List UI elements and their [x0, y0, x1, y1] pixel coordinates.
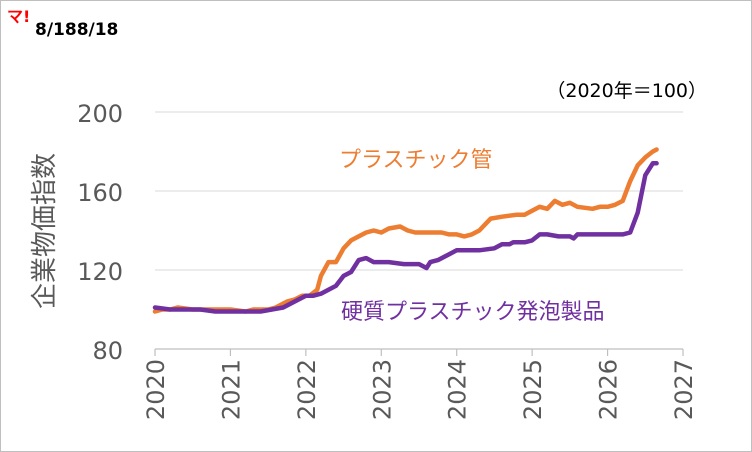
y-tick-160: 160: [77, 179, 123, 207]
series-label-rigid-foam: 硬質プラスチック発泡製品: [341, 300, 605, 325]
axes: [154, 348, 684, 356]
y-tick-120: 120: [77, 258, 123, 286]
x-tick-2022: 2022: [293, 359, 321, 420]
series-line-1: [152, 161, 659, 314]
header-date: 8/188/18: [35, 20, 119, 40]
y-tick-80: 80: [92, 337, 123, 365]
x-tick-labels: 2020 2021 2022 2023 2024 2025 2026 2027: [142, 359, 698, 420]
x-tick-2023: 2023: [368, 359, 396, 420]
y-tick-200: 200: [77, 100, 123, 128]
series-lines: [152, 147, 659, 314]
x-tick-2021: 2021: [217, 359, 245, 420]
x-tick-2027: 2027: [670, 359, 698, 420]
x-tick-2026: 2026: [595, 359, 623, 420]
gridlines: [155, 111, 683, 271]
series-label-plastic-pipe: プラスチック管: [339, 148, 493, 173]
series-line-0: [152, 147, 659, 314]
y-tick-labels: 80 120 160 200: [77, 100, 123, 365]
x-tick-2025: 2025: [519, 359, 547, 420]
x-tick-2024: 2024: [444, 359, 472, 420]
x-tick-2020: 2020: [142, 359, 170, 420]
header-mark: マ!: [7, 7, 31, 26]
y-axis-label: 企業物価指数: [30, 153, 60, 309]
base-year-note: （2020年＝100）: [546, 80, 707, 102]
